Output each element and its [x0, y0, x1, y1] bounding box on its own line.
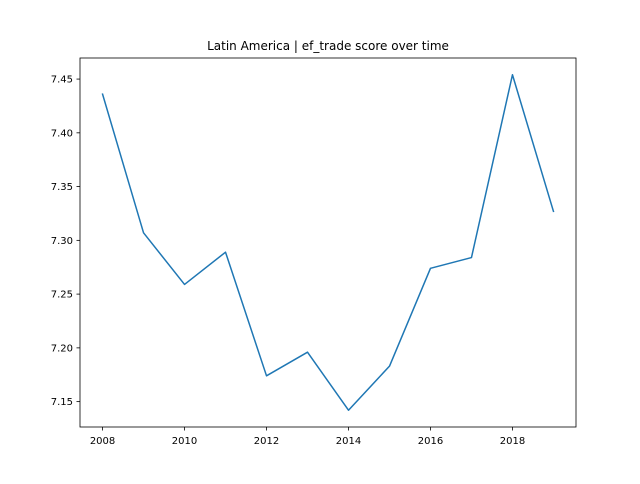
y-tick-label: 7.40 [51, 128, 73, 139]
series-layer [103, 75, 554, 410]
y-tick-label: 7.25 [51, 290, 73, 301]
y-tick-label: 7.15 [51, 397, 73, 408]
series-line [103, 75, 554, 410]
x-tick-label: 2012 [254, 436, 279, 447]
x-tick-label: 2014 [336, 436, 361, 447]
x-tick-label: 2018 [500, 436, 525, 447]
y-tick-label: 7.20 [51, 343, 73, 354]
x-tick-label: 2016 [418, 436, 443, 447]
y-tick-label: 7.45 [51, 75, 73, 86]
y-axis-ticks: 7.15 7.20 7.25 7.30 7.35 7.40 7.45 [51, 75, 80, 409]
y-tick-label: 7.35 [51, 182, 73, 193]
x-tick-label: 2010 [172, 436, 197, 447]
plot-area-frame [80, 58, 576, 427]
y-tick-label: 7.30 [51, 236, 73, 247]
chart-title: Latin America | ef_trade score over time [207, 39, 449, 53]
x-tick-label: 2008 [90, 436, 115, 447]
x-axis-ticks: 2008 2010 2012 2014 2016 2018 [90, 427, 525, 447]
